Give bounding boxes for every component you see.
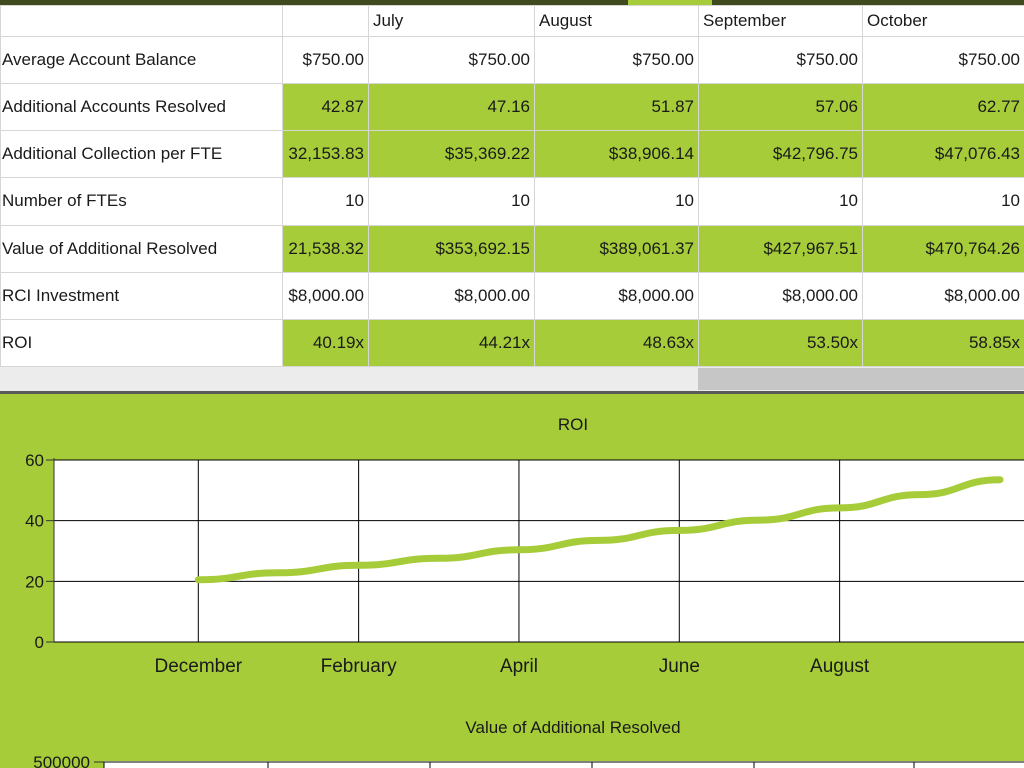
roi-y-tick-label: 20 — [25, 572, 44, 591]
grid-cell[interactable]: 58.85x — [862, 318, 1024, 368]
grid-cell[interactable]: 48.63x — [534, 318, 699, 368]
column-header-august[interactable]: August — [534, 5, 699, 37]
grid-cell[interactable]: 42.87 — [282, 83, 369, 132]
row-label: Value of Additional Resolved — [0, 224, 283, 273]
roi-axis — [46, 458, 55, 643]
grid-cell[interactable]: $353,692.15 — [368, 224, 535, 273]
value-plot-area — [104, 761, 1024, 768]
grid-cell[interactable]: $42,796.75 — [698, 130, 863, 179]
grid-cell[interactable]: 53.50x — [698, 318, 863, 368]
grid-cell[interactable]: $750.00 — [534, 35, 699, 85]
row-additional-collection-per-fte: Additional Collection per FTE 32,153.83 … — [0, 130, 1024, 179]
grid-cell[interactable]: $35,369.22 — [368, 130, 535, 179]
grid-cell[interactable]: 10 — [698, 177, 863, 226]
roi-x-tick-labels: December February April June August — [154, 656, 869, 677]
value-chart-title: Value of Additional Resolved — [465, 718, 680, 737]
grid-cell[interactable]: 51.87 — [534, 83, 699, 132]
grid-cell[interactable]: 40.19x — [282, 318, 369, 368]
row-label: ROI — [0, 318, 283, 368]
column-header-september[interactable]: September — [698, 5, 863, 37]
grid-cell[interactable]: $427,967.51 — [698, 224, 863, 273]
roi-y-tick-labels: 0 20 40 60 — [25, 451, 44, 652]
grid-cell[interactable]: $470,764.26 — [862, 224, 1024, 273]
grid-cell[interactable]: $8,000.00 — [862, 271, 1024, 320]
grid-cell[interactable]: 10 — [368, 177, 535, 226]
row-roi: ROI 40.19x 44.21x 48.63x 53.50x 58.85x — [0, 318, 1024, 368]
grid-cell[interactable]: $750.00 — [282, 35, 369, 85]
grid-cell[interactable]: 10 — [534, 177, 699, 226]
roi-chart-title: ROI — [558, 415, 588, 434]
row-additional-accounts-resolved: Additional Accounts Resolved 42.87 47.16… — [0, 83, 1024, 132]
roi-data-grid: July August September October Average Ac… — [0, 5, 1024, 368]
grid-cell[interactable]: 62.77 — [862, 83, 1024, 132]
column-header-july[interactable]: July — [368, 5, 535, 37]
roi-x-tick-label: April — [500, 656, 538, 677]
row-label: Average Account Balance — [0, 35, 283, 85]
grid-cell[interactable]: 10 — [282, 177, 369, 226]
row-label: RCI Investment — [0, 271, 283, 320]
scrollbar-thumb[interactable] — [698, 368, 1024, 390]
row-value-of-additional-resolved: Value of Additional Resolved 21,538.32 $… — [0, 224, 1024, 273]
grid-cell[interactable]: 32,153.83 — [282, 130, 369, 179]
value-y-tick-label: 500000 — [33, 753, 90, 768]
roi-series-line — [194, 476, 1004, 584]
top-border — [0, 0, 1024, 5]
row-label: Additional Collection per FTE — [0, 130, 283, 179]
row-label: Additional Accounts Resolved — [0, 83, 283, 132]
grid-cell[interactable]: $389,061.37 — [534, 224, 699, 273]
grid-header-row: July August September October — [0, 5, 1024, 37]
column-header-october[interactable]: October — [862, 5, 1024, 37]
roi-y-tick-label: 0 — [35, 633, 44, 652]
grid-cell[interactable]: $8,000.00 — [282, 271, 369, 320]
roi-y-tick-label: 60 — [25, 451, 44, 470]
grid-cell[interactable]: 10 — [862, 177, 1024, 226]
row-header-corner — [0, 5, 283, 37]
grid-cell[interactable]: 44.21x — [368, 318, 535, 368]
value-axis — [94, 761, 1024, 768]
row-number-of-ftes: Number of FTEs 10 10 10 10 10 — [0, 177, 1024, 226]
grid-cell[interactable]: $38,906.14 — [534, 130, 699, 179]
grid-cell[interactable]: $8,000.00 — [368, 271, 535, 320]
column-header[interactable] — [282, 5, 369, 37]
grid-cell[interactable]: $47,076.43 — [862, 130, 1024, 179]
grid-cell[interactable]: $8,000.00 — [534, 271, 699, 320]
roi-x-tick-label: June — [659, 656, 700, 677]
roi-x-tick-label: August — [810, 656, 870, 677]
grid-cell[interactable]: $750.00 — [862, 35, 1024, 85]
grid-cell[interactable]: 47.16 — [368, 83, 535, 132]
grid-cell[interactable]: $750.00 — [368, 35, 535, 85]
row-rci-investment: RCI Investment $8,000.00 $8,000.00 $8,00… — [0, 271, 1024, 320]
grid-cell[interactable]: 57.06 — [698, 83, 863, 132]
grid-cell[interactable]: $8,000.00 — [698, 271, 863, 320]
roi-x-tick-label: February — [321, 656, 398, 677]
roi-x-tick-label: December — [154, 656, 242, 677]
top-border-accent — [628, 0, 712, 6]
grid-cell[interactable]: 21,538.32 — [282, 224, 369, 273]
panel-separator — [0, 391, 1024, 394]
grid-cell[interactable]: $750.00 — [698, 35, 863, 85]
roi-y-tick-label: 40 — [25, 512, 44, 531]
charts-svg: ROI 0 20 40 60 December February April June Aug… — [25, 415, 1024, 768]
row-label: Number of FTEs — [0, 177, 283, 226]
row-average-account-balance: Average Account Balance $750.00 $750.00 … — [0, 35, 1024, 85]
